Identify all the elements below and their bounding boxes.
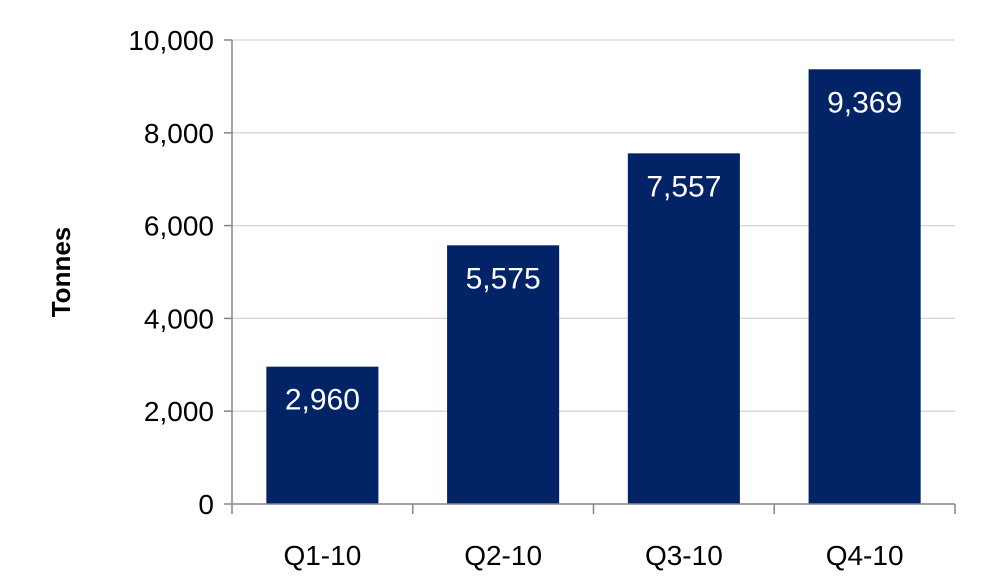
data-label-q2-10: 5,575 <box>466 262 541 295</box>
x-tick-label: Q2-10 <box>464 540 542 571</box>
axes <box>224 39 956 514</box>
y-tick-label: 6,000 <box>144 211 214 242</box>
data-label-q1-10: 2,960 <box>285 384 360 417</box>
y-tick-label: 0 <box>198 489 214 520</box>
y-axis-title: Tonnes <box>46 227 76 318</box>
x-tick-labels: Q1-10 Q2-10 Q3-10 Q4-10 <box>283 540 903 571</box>
x-tick-label: Q1-10 <box>283 540 361 571</box>
bar-q3-10 <box>627 153 740 504</box>
data-label-q4-10: 9,369 <box>827 86 902 119</box>
bars <box>266 69 921 505</box>
y-tick-label: 4,000 <box>144 303 214 334</box>
y-tick-labels: 0 2,000 4,000 6,000 8,000 10,000 <box>128 25 214 520</box>
y-tick-label: 2,000 <box>144 396 214 427</box>
data-labels: 2,960 5,575 7,557 9,369 <box>285 86 902 416</box>
bar-q2-10 <box>447 245 560 504</box>
bar-q4-10 <box>808 69 921 505</box>
y-tick-label: 10,000 <box>128 25 214 56</box>
x-tick-label: Q3-10 <box>645 540 723 571</box>
x-tick-label: Q4-10 <box>826 540 904 571</box>
data-label-q3-10: 7,557 <box>646 170 721 203</box>
bar-q1-10 <box>266 366 379 504</box>
y-tick-label: 8,000 <box>144 118 214 149</box>
